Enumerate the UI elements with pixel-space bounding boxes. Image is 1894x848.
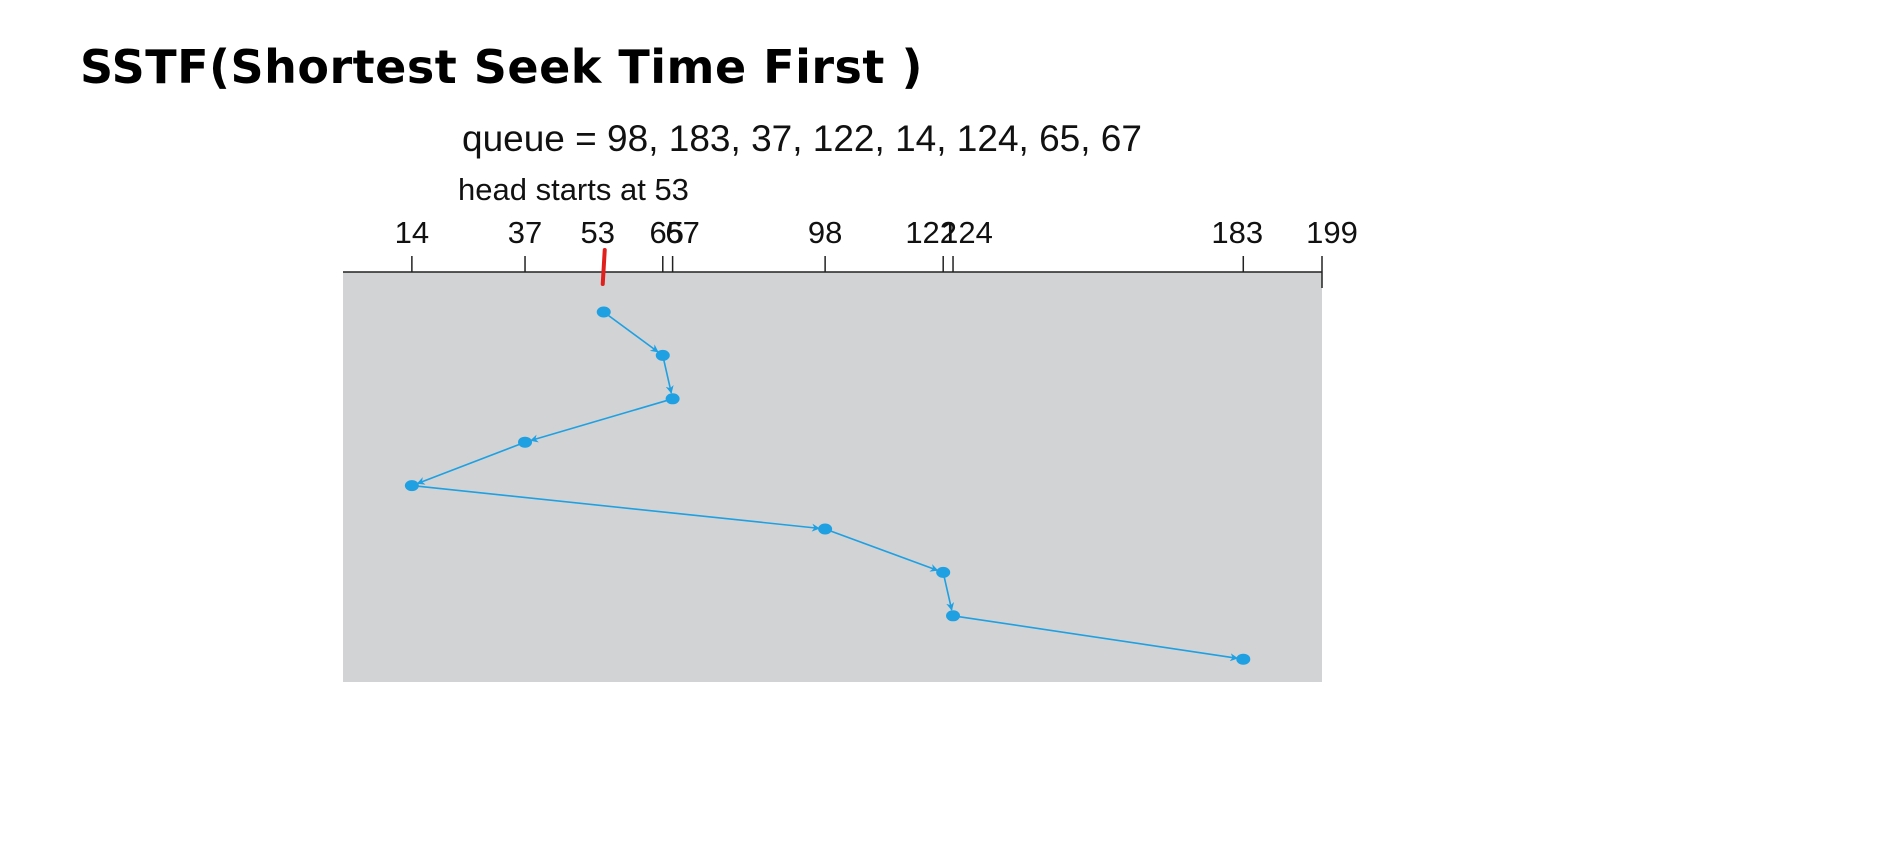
seek-segment-8: [952, 615, 1239, 662]
head-marker-group: [600, 248, 607, 286]
request-point-37: [518, 436, 533, 448]
tick-label-53: 53: [580, 215, 614, 250]
seek-segment-3: [530, 398, 673, 443]
tick-label-37: 37: [508, 215, 542, 250]
tick-label-183: 183: [1211, 215, 1263, 250]
request-point-122: [936, 566, 951, 578]
request-point-53: [596, 306, 611, 318]
seek-segment-6: [824, 528, 939, 572]
tick-label-67: 67: [665, 215, 699, 250]
head-marker: [600, 248, 607, 286]
tick-label-14: 14: [395, 215, 429, 250]
tick-label-199: 199: [1306, 215, 1358, 250]
seek-segment-1: [603, 311, 659, 353]
request-point-14: [404, 480, 419, 492]
request-point-124: [946, 610, 961, 622]
seek-segment-2: [661, 355, 674, 394]
tick-label-122: 122: [905, 215, 957, 250]
request-point-183: [1236, 653, 1251, 665]
slide-title: SSTF(Shortest Seek Time First ): [80, 40, 923, 94]
tick-label-124: 124: [941, 215, 993, 250]
tick-label-65: 65: [650, 215, 684, 250]
request-point-67: [665, 393, 680, 405]
queue-text: queue = 98, 183, 37, 122, 14, 124, 65, 6…: [462, 118, 1142, 159]
request-point-65: [655, 349, 670, 361]
tick-label-98: 98: [808, 215, 842, 250]
head-start-text: head starts at 53: [458, 172, 689, 207]
seek-path: [404, 306, 1251, 665]
request-point-98: [818, 523, 833, 535]
seek-segment-7: [942, 572, 955, 611]
plot-background: [343, 272, 1322, 682]
seek-segment-5: [411, 484, 820, 532]
seek-segment-4: [416, 441, 526, 485]
